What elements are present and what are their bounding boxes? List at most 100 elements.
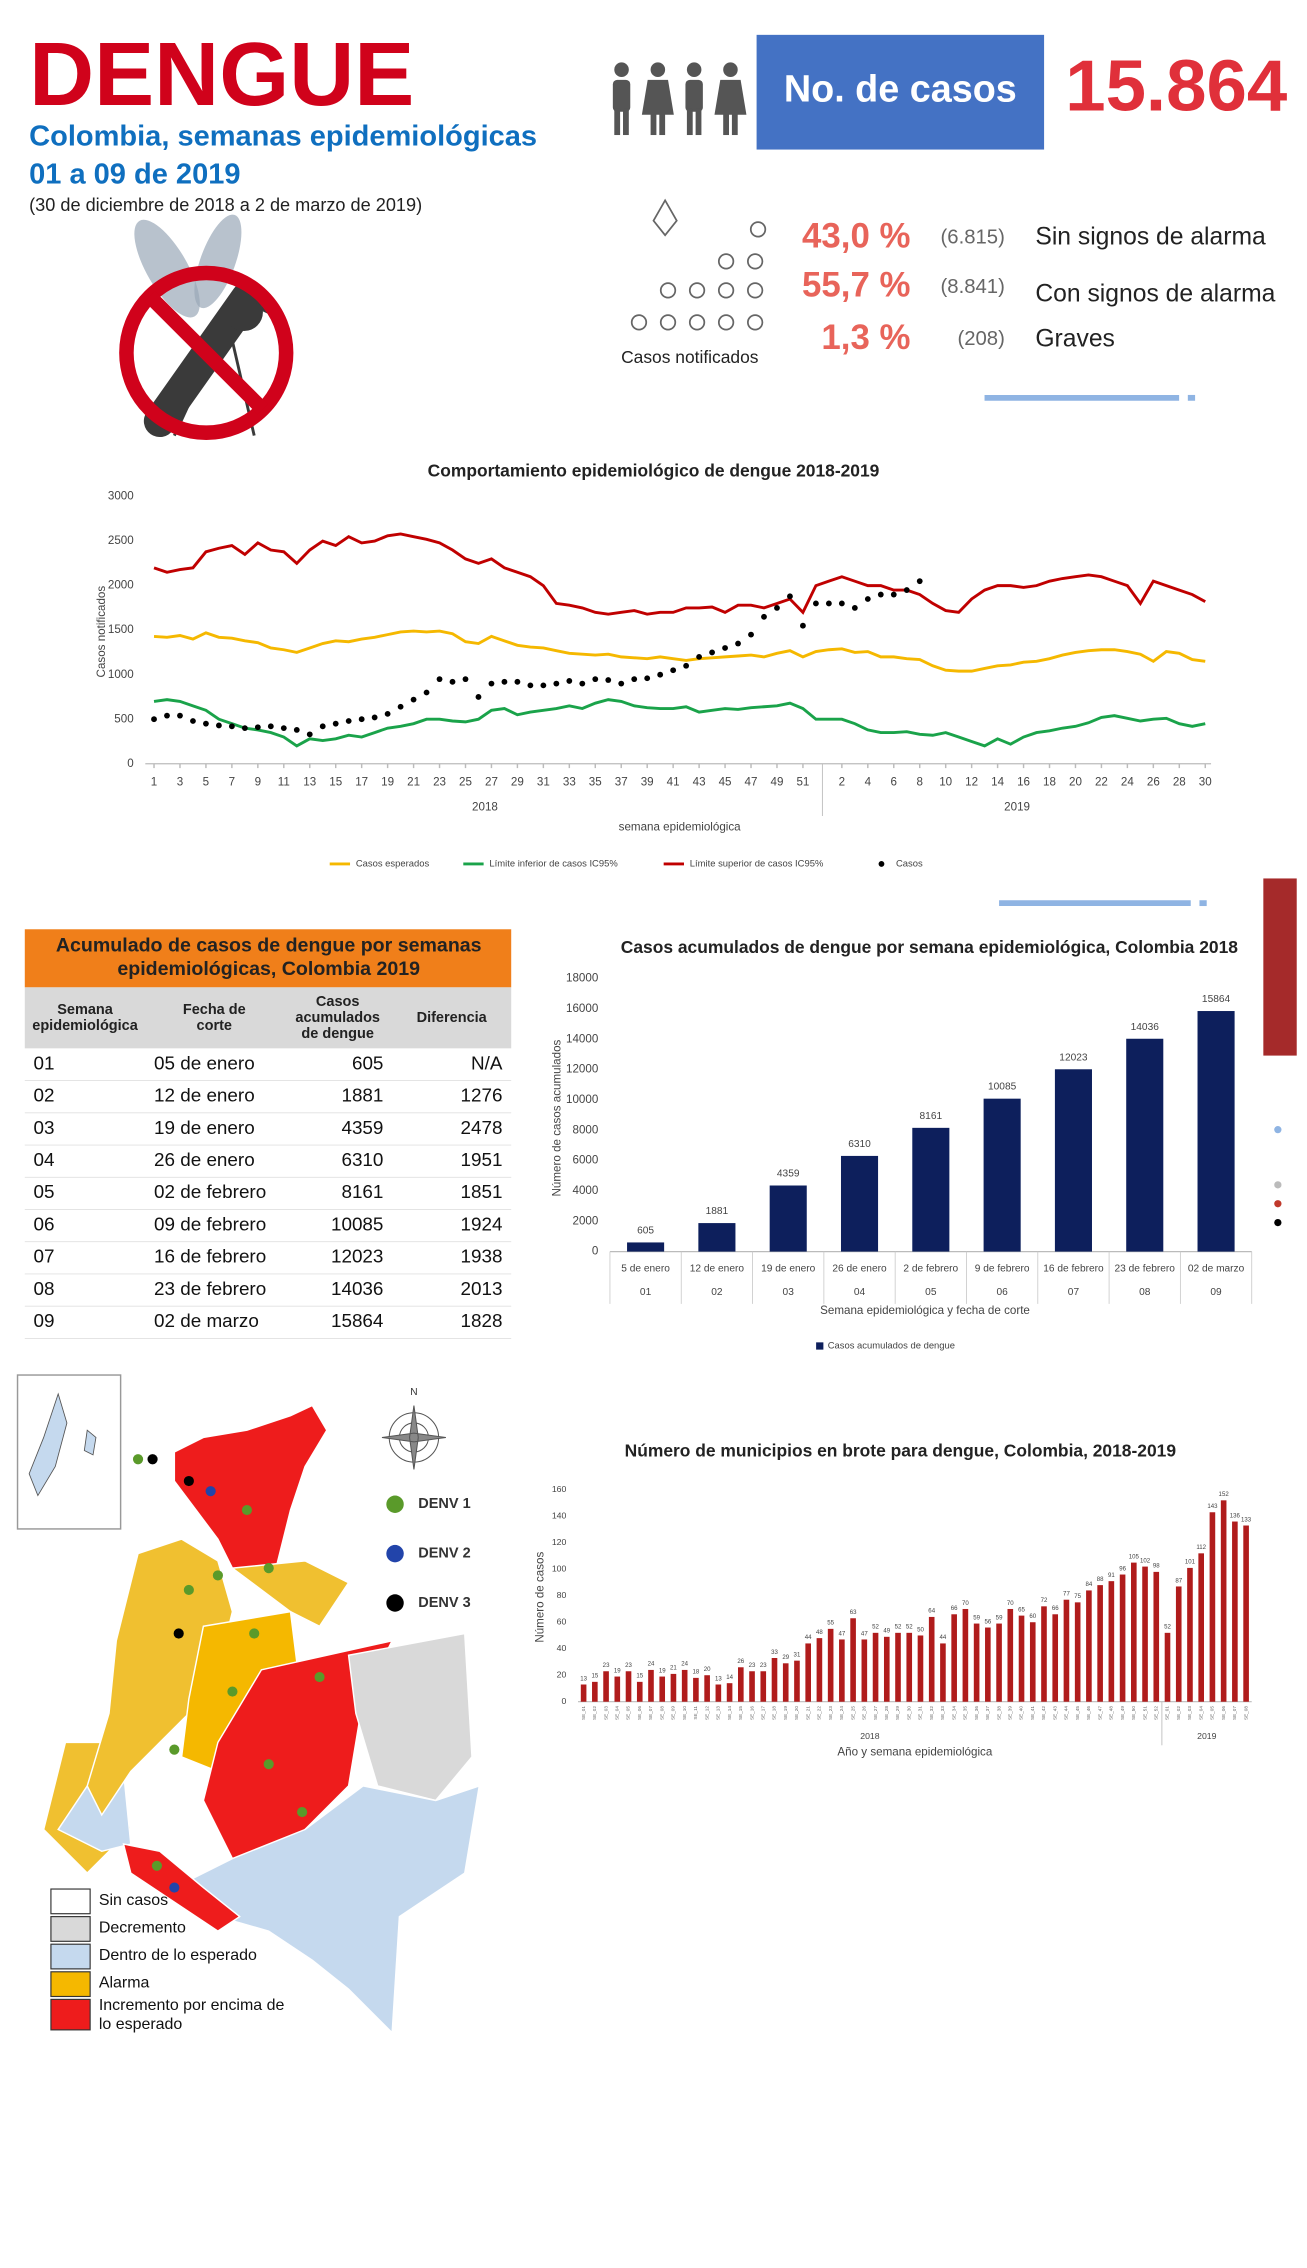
data-label: 102	[1140, 1557, 1151, 1564]
x-tick-label: SE_27	[873, 1706, 878, 1720]
x-tick-label: 41	[667, 776, 680, 789]
table-cell: 05 de enero	[154, 1052, 255, 1073]
legend-label: Incremento por encima de lo esperado	[99, 1997, 285, 2033]
x-tick-label: 13	[303, 776, 316, 789]
x-axis-label: Año y semana epidemiológica	[837, 1746, 992, 1759]
y-tick-label: 12000	[566, 1063, 598, 1076]
x-tick-label: 23 de febrero	[1115, 1264, 1176, 1275]
bar	[928, 1616, 935, 1702]
legend-marker	[816, 1342, 824, 1350]
y-tick-label: 4000	[572, 1184, 598, 1197]
data-label: 12023	[1059, 1052, 1088, 1063]
bar	[840, 1155, 879, 1252]
x-tick-label: 01	[640, 1287, 652, 1298]
data-label: 4359	[777, 1169, 800, 1180]
bar	[771, 1658, 778, 1702]
bar	[1018, 1615, 1025, 1702]
bar	[1209, 1512, 1216, 1702]
case-point	[423, 689, 430, 696]
stats-caption: Casos notificados	[621, 347, 759, 367]
x-tick-label: SE_17	[760, 1706, 765, 1720]
case-point	[631, 676, 638, 683]
table-cell: 19 de enero	[154, 1117, 255, 1138]
x-tick-label: SE_35	[963, 1706, 968, 1720]
data-label: 19	[614, 1667, 621, 1674]
x-tick-label: SE_33	[940, 1706, 945, 1720]
case-point	[462, 676, 469, 683]
stat-label: Sin signos de alarma	[1035, 224, 1266, 251]
x-tick-label: SE_04	[1198, 1706, 1203, 1720]
x-tick-label: SE_05	[626, 1706, 631, 1720]
x-tick-label: SE_48	[1109, 1706, 1114, 1720]
bar	[816, 1638, 823, 1702]
table-cell: 09	[34, 1310, 55, 1331]
table-cell: 23 de febrero	[154, 1278, 266, 1299]
x-tick-label: SE_11	[693, 1706, 698, 1720]
data-label: 44	[940, 1634, 947, 1641]
bar	[782, 1663, 789, 1702]
case-point	[384, 710, 391, 717]
data-label: 91	[1108, 1572, 1115, 1579]
bar	[1074, 1602, 1081, 1702]
case-point	[436, 676, 443, 683]
x-tick-label: SE_07	[1232, 1706, 1237, 1720]
x-tick-label: 51	[796, 776, 809, 789]
stat-count: (6.815)	[941, 227, 1005, 249]
case-point	[916, 578, 923, 585]
x-tick-label: 33	[563, 776, 576, 789]
x-axis-label: semana epidemiológica	[619, 821, 742, 834]
x-tick-label: 8	[916, 776, 922, 789]
serotype-label: DENV 3	[418, 1595, 470, 1611]
bar	[625, 1671, 632, 1702]
bar	[769, 1185, 807, 1252]
bar	[738, 1667, 744, 1702]
case-point	[203, 720, 209, 727]
x-tick-label: 35	[589, 776, 602, 789]
case-point	[800, 622, 806, 629]
bar	[704, 1675, 710, 1702]
group-label: 2018	[472, 800, 498, 813]
legend-label: Casos acumulados de dengue	[828, 1339, 955, 1350]
y-tick-label: 6000	[572, 1154, 598, 1167]
period: (30 de diciembre de 2018 a 2 de marzo de…	[29, 195, 422, 215]
x-tick-label: 23	[433, 776, 446, 789]
data-label: 8161	[920, 1111, 943, 1122]
table-cell: 02 de febrero	[154, 1181, 266, 1202]
data-label: 26	[737, 1658, 744, 1665]
data-label: 52	[872, 1624, 879, 1631]
serotype-label: DENV 1	[418, 1496, 470, 1512]
bar	[861, 1639, 868, 1702]
x-tick-label: 14	[991, 776, 1004, 789]
x-tick-label: SE_44	[1064, 1706, 1069, 1720]
y-axis-label: Número de casos acumulados	[551, 1039, 564, 1196]
data-label: 1881	[706, 1206, 729, 1217]
table-cell: 6310	[341, 1149, 383, 1170]
table-cell: 05	[34, 1181, 55, 1202]
y-tick-label: 0	[592, 1245, 598, 1258]
x-tick-label: 12	[965, 776, 978, 789]
case-point	[864, 596, 871, 602]
bar	[1232, 1521, 1238, 1702]
x-tick-label: SE_04	[615, 1706, 620, 1720]
x-tick-label: 19	[381, 776, 394, 789]
case-point	[787, 593, 793, 600]
x-tick-label: SE_01	[1165, 1706, 1170, 1720]
x-tick-label: SE_51	[1142, 1706, 1147, 1720]
y-tick-label: 500	[114, 712, 133, 725]
data-label: 70	[1007, 1600, 1014, 1607]
bar	[1097, 1585, 1103, 1702]
bar	[940, 1643, 946, 1702]
case-point	[501, 678, 508, 685]
data-label: 105	[1129, 1553, 1140, 1560]
table-cell: 605	[352, 1052, 383, 1073]
x-tick-label: SE_18	[772, 1706, 777, 1720]
y-tick-label: 2000	[108, 579, 134, 592]
people-icon	[612, 62, 747, 136]
case-point	[761, 613, 767, 620]
bar	[1198, 1553, 1204, 1702]
data-label: 66	[1052, 1605, 1059, 1612]
y-tick-label: 100	[552, 1564, 567, 1574]
x-tick-label: 2 de febrero	[903, 1264, 958, 1275]
data-label: 18	[693, 1669, 700, 1676]
x-tick-label: 26	[1147, 776, 1160, 789]
